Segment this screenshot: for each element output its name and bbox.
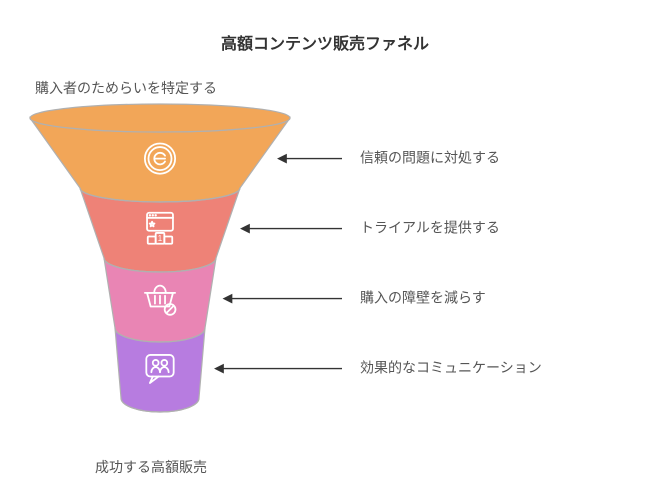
stage-label-2: 購入の障壁を減らす bbox=[360, 289, 486, 305]
funnel-top-rim bbox=[30, 104, 290, 132]
svg-text:1: 1 bbox=[158, 234, 163, 243]
funnel-svg: 信頼の問題に対処する 1 トライアルを提供する購入の障壁を減らす効果的なコミュニケー… bbox=[0, 0, 650, 504]
stage-label-3: 効果的なコミュニケーション bbox=[360, 359, 542, 375]
stage-label-0: 信頼の問題に対処する bbox=[360, 149, 500, 165]
stage-label-1: トライアルを提供する bbox=[360, 219, 500, 235]
